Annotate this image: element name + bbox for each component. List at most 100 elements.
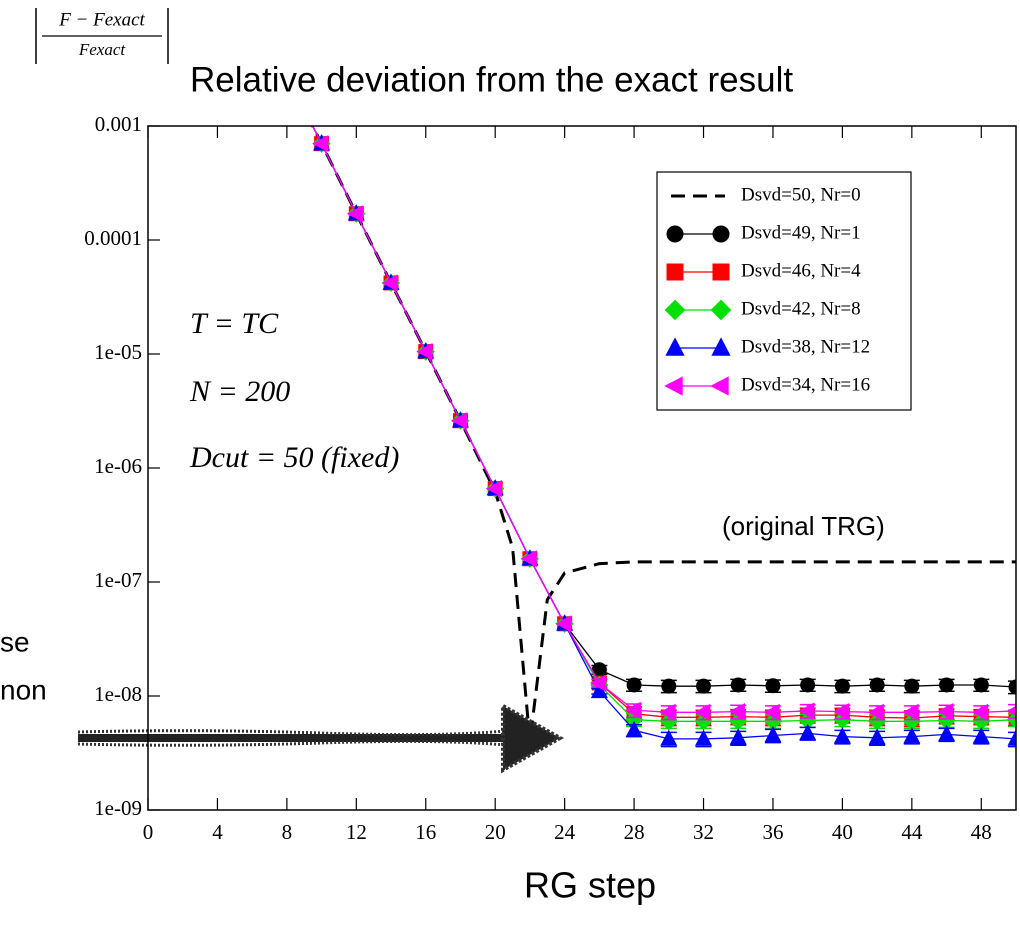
marker bbox=[589, 674, 607, 692]
marker bbox=[590, 681, 608, 699]
y-tick-label: 1e-06 bbox=[94, 454, 142, 478]
marker bbox=[867, 703, 884, 721]
x-tick-label: 20 bbox=[485, 820, 506, 844]
marker bbox=[903, 727, 921, 744]
y-tick-label: 1e-07 bbox=[94, 568, 142, 592]
marker bbox=[485, 480, 502, 498]
marker bbox=[626, 677, 642, 693]
marker bbox=[904, 678, 920, 694]
marker bbox=[520, 550, 537, 568]
marker bbox=[625, 720, 643, 738]
legend: Dsvd=50, Nr=0 Dsvd=49, Nr=1 Dsvd=46, Nr=4 D… bbox=[656, 171, 912, 411]
annotation: N = 200 bbox=[189, 375, 290, 408]
legend-marker bbox=[665, 337, 685, 356]
x-tick-label: 36 bbox=[762, 820, 783, 844]
x-tick-label: 40 bbox=[832, 820, 853, 844]
legend-label: Dsvd=49, Nr=1 bbox=[741, 222, 861, 243]
marker bbox=[869, 677, 885, 693]
marker bbox=[694, 703, 711, 721]
marker bbox=[729, 728, 747, 745]
x-tick-label: 32 bbox=[693, 820, 714, 844]
error-bar bbox=[1008, 731, 1016, 748]
series bbox=[311, 126, 1016, 721]
marker bbox=[937, 703, 954, 721]
marker bbox=[800, 677, 816, 693]
legend-marker bbox=[711, 337, 731, 356]
marker bbox=[555, 615, 572, 633]
arrow bbox=[77, 702, 565, 774]
marker bbox=[765, 678, 781, 694]
marker bbox=[972, 727, 990, 744]
y-tick-label: 1e-08 bbox=[94, 682, 142, 706]
annotation: (original TRG) bbox=[722, 511, 885, 541]
error-bar bbox=[1008, 680, 1016, 695]
marker bbox=[624, 701, 641, 719]
legend-box bbox=[656, 171, 912, 411]
marker bbox=[798, 702, 815, 720]
legend-marker bbox=[664, 299, 686, 321]
marker bbox=[938, 724, 956, 742]
marker bbox=[939, 677, 955, 693]
marker bbox=[728, 703, 746, 721]
marker bbox=[346, 205, 364, 223]
x-tick-label: 24 bbox=[554, 820, 576, 844]
y-tick-label: 0.001 bbox=[95, 112, 142, 136]
annotation: Dcut = 50 (fixed) bbox=[189, 441, 399, 474]
marker bbox=[730, 677, 746, 693]
marker bbox=[763, 703, 780, 721]
marker bbox=[799, 723, 817, 741]
legend-label: Dsvd=34, Nr=16 bbox=[741, 374, 870, 395]
x-tick-label: 8 bbox=[282, 820, 293, 844]
y-label-denominator: Fexact bbox=[78, 40, 127, 59]
legend-marker bbox=[712, 263, 730, 281]
x-tick-label: 4 bbox=[212, 820, 223, 844]
marker bbox=[833, 727, 851, 744]
series-line bbox=[310, 126, 1016, 742]
marker bbox=[416, 343, 433, 361]
legend-marker bbox=[664, 376, 683, 396]
marker bbox=[694, 729, 713, 746]
y-tick-label: 1e-09 bbox=[94, 796, 142, 820]
series-line bbox=[311, 126, 1016, 713]
legend-label: Dsvd=42, Nr=8 bbox=[741, 298, 861, 319]
marker bbox=[1008, 679, 1016, 695]
marker bbox=[764, 726, 782, 743]
legend-label: Dsvd=46, Nr=4 bbox=[741, 260, 861, 281]
x-tick-label: 16 bbox=[415, 820, 436, 844]
x-tick-label: 12 bbox=[346, 820, 367, 844]
annotation: T = TC bbox=[190, 307, 279, 340]
y-tick-label: 0.0001 bbox=[84, 226, 142, 250]
legend-marker bbox=[666, 225, 684, 243]
cut-off-text: non bbox=[0, 674, 47, 705]
marker bbox=[1006, 710, 1016, 729]
error-bar bbox=[1008, 712, 1016, 728]
legend-label: Dsvd=38, Nr=12 bbox=[741, 336, 870, 357]
marker bbox=[660, 729, 678, 746]
legend-marker bbox=[710, 299, 732, 321]
marker bbox=[381, 274, 398, 292]
plot-area bbox=[310, 126, 1016, 748]
marker bbox=[834, 678, 850, 694]
x-tick-label: 48 bbox=[971, 820, 992, 844]
marker bbox=[661, 678, 677, 694]
legend-label: Dsvd=50, Nr=0 bbox=[741, 184, 861, 205]
marker bbox=[659, 703, 676, 721]
x-tick-label: 0 bbox=[143, 820, 154, 844]
chart-title: Relative deviation from the exact result bbox=[190, 60, 793, 99]
x-axis-title: RG step bbox=[524, 865, 656, 906]
x-tick-label: 44 bbox=[901, 820, 923, 844]
marker bbox=[1007, 729, 1016, 746]
legend-marker bbox=[712, 225, 730, 243]
legend-marker bbox=[666, 263, 684, 281]
y-tick-label: 1e-05 bbox=[94, 340, 142, 364]
marker bbox=[868, 728, 886, 745]
error-bar bbox=[1008, 703, 1016, 719]
marker bbox=[971, 703, 989, 721]
marker bbox=[312, 135, 329, 153]
marker bbox=[451, 412, 468, 430]
marker bbox=[696, 678, 712, 694]
marker bbox=[1006, 705, 1016, 716]
cut-off-text: se bbox=[0, 626, 30, 657]
marker bbox=[902, 703, 919, 721]
